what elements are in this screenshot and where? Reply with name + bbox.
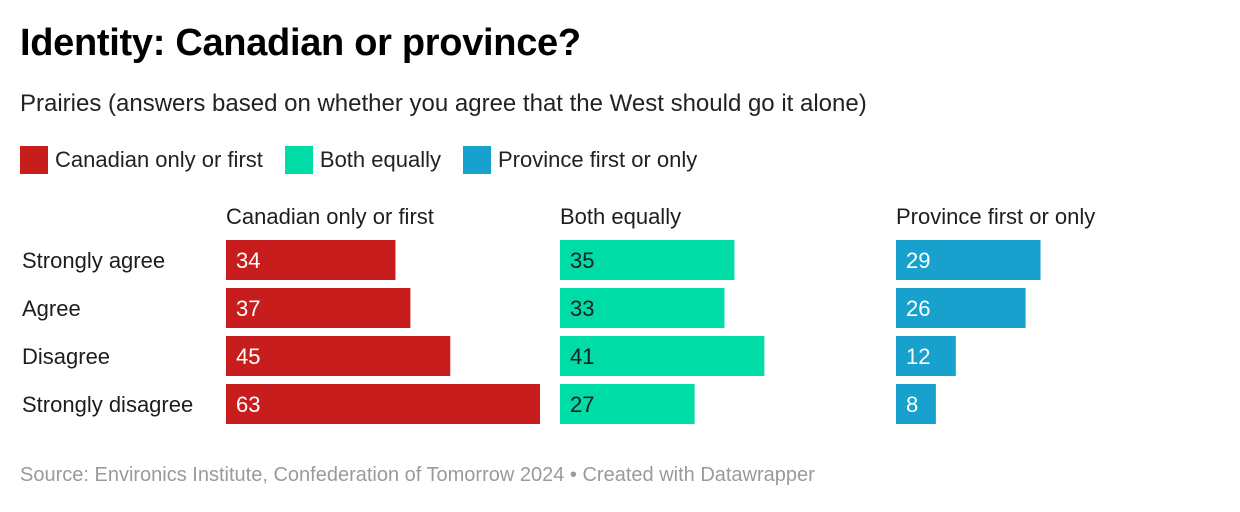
bar-canadian-only-or-first-strongly-disagree — [226, 384, 540, 424]
row-label-strongly-disagree: Strongly disagree — [22, 392, 193, 417]
bar-both-equally-disagree — [560, 336, 765, 376]
chart-subtitle: Prairies (answers based on whether you a… — [20, 90, 867, 117]
data-label-both-equally-strongly-disagree: 27 — [570, 392, 594, 417]
row-label-strongly-agree: Strongly agree — [22, 248, 165, 273]
data-label-province-first-or-only-disagree: 12 — [906, 344, 930, 369]
data-label-canadian-only-or-first-disagree: 45 — [236, 344, 260, 369]
legend-label-canadian: Canadian only or first — [55, 147, 263, 172]
legend-swatch-province — [462, 146, 491, 174]
row-label-agree: Agree — [22, 296, 81, 321]
legend-item-both: Both equally — [284, 146, 441, 174]
data-label-canadian-only-or-first-strongly-agree: 34 — [236, 248, 260, 273]
legend: Canadian only or first Both equally Prov… — [20, 146, 719, 174]
data-label-canadian-only-or-first-agree: 37 — [236, 296, 260, 321]
bar-province-first-or-only-disagree — [896, 336, 956, 376]
chart-title: Identity: Canadian or province? — [20, 22, 581, 64]
legend-label-province: Province first or only — [497, 147, 698, 172]
panel-header-province-first-or-only: Province first or only — [896, 204, 1095, 229]
legend-swatch-canadian — [20, 146, 48, 174]
bar-province-first-or-only-strongly-disagree — [896, 384, 936, 424]
bar-canadian-only-or-first-disagree — [226, 336, 451, 376]
panel-header-canadian-only-or-first: Canadian only or first — [226, 204, 434, 229]
data-label-both-equally-disagree: 41 — [570, 344, 594, 369]
bar-both-equally-agree — [560, 288, 725, 328]
legend-item-province: Province first or only — [462, 146, 698, 174]
data-label-canadian-only-or-first-strongly-disagree: 63 — [236, 392, 260, 417]
bar-both-equally-strongly-agree — [560, 240, 735, 280]
data-label-province-first-or-only-strongly-agree: 29 — [906, 248, 930, 273]
legend-item-canadian: Canadian only or first — [20, 146, 263, 174]
legend-label-both: Both equally — [319, 147, 441, 172]
source-note: Source: Environics Institute, Confederat… — [20, 464, 815, 486]
data-label-province-first-or-only-strongly-disagree: 8 — [906, 392, 918, 417]
legend-swatch-both — [284, 146, 313, 174]
panel-header-both-equally: Both equally — [560, 204, 681, 229]
data-label-both-equally-agree: 33 — [570, 296, 594, 321]
bar-province-first-or-only-strongly-agree — [896, 240, 1041, 280]
data-label-province-first-or-only-agree: 26 — [906, 296, 930, 321]
bar-both-equally-strongly-disagree — [560, 384, 695, 424]
bar-province-first-or-only-agree — [896, 288, 1026, 328]
data-label-both-equally-strongly-agree: 35 — [570, 248, 594, 273]
row-label-disagree: Disagree — [22, 344, 110, 369]
bar-canadian-only-or-first-strongly-agree — [226, 240, 396, 280]
bar-canadian-only-or-first-agree — [226, 288, 411, 328]
